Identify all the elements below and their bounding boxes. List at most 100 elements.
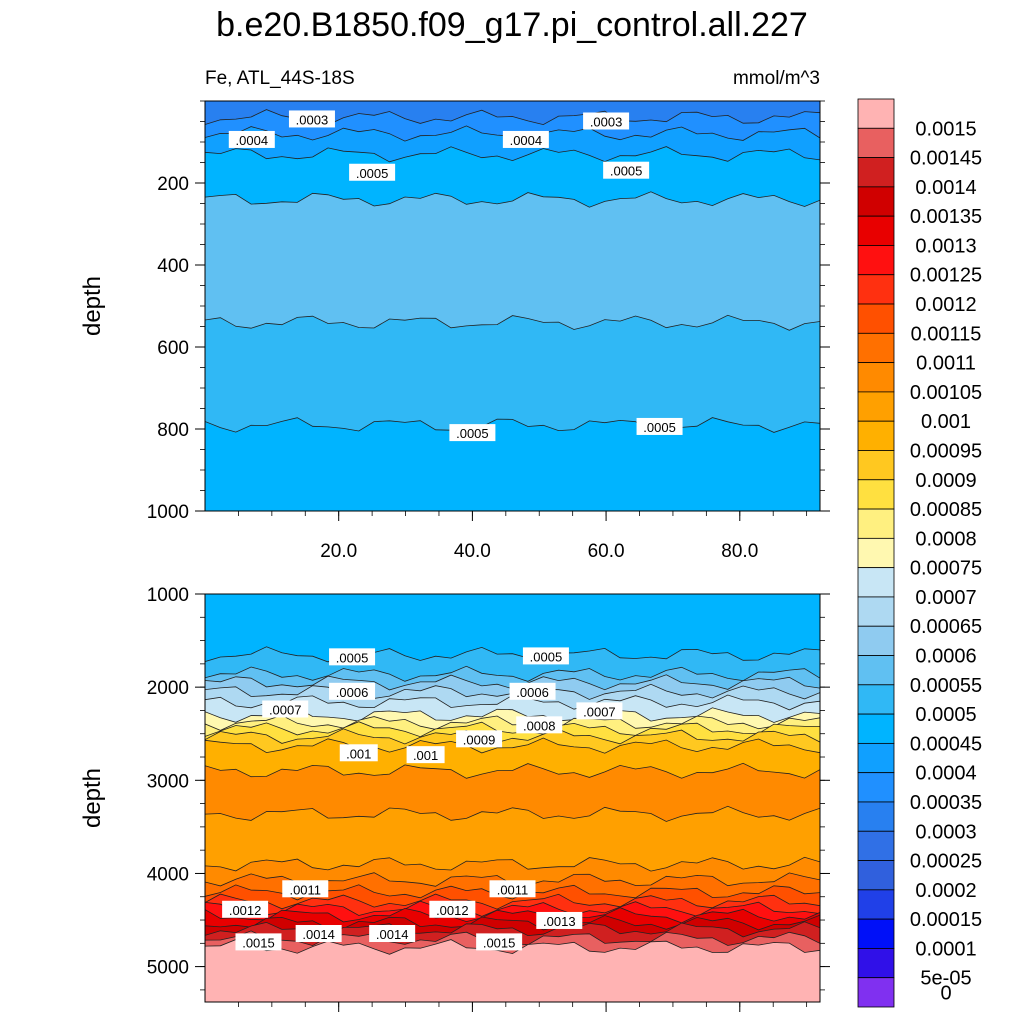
- lower-panel: 1000 2000 3000 4000 5000 depth .0005 .0005 .0006…: [79, 585, 830, 1012]
- contour-band: [205, 695, 820, 723]
- contour-label-box: [235, 933, 282, 951]
- contour-line: [205, 805, 820, 822]
- contour-label: .0009: [463, 732, 496, 747]
- contour-label-box: [536, 911, 583, 929]
- colorbar-label: 0.0005: [915, 704, 976, 726]
- contour-label-box: [329, 682, 376, 700]
- colorbar-swatch: [857, 596, 895, 627]
- colorbar-swatch: [857, 274, 895, 305]
- colorbar-swatch: [857, 860, 895, 891]
- units-label: mmol/m^3: [733, 68, 820, 89]
- colorbar-swatch: [857, 918, 895, 949]
- colorbar-swatch: [857, 801, 895, 832]
- contour-label-box: [369, 925, 416, 942]
- contour-label-box: [349, 163, 396, 181]
- colorbar-label: 0.0015: [915, 118, 976, 140]
- colorbar-label: 0.0012: [915, 294, 976, 316]
- colorbar-swatch: [857, 215, 895, 246]
- colorbar-swatch: [857, 772, 895, 803]
- colorbar-swatch: [857, 479, 895, 510]
- y-axis-label: depth: [79, 768, 106, 828]
- contour-band: [205, 674, 820, 700]
- contour-label-box: [339, 744, 378, 762]
- y-tick-label: 600: [157, 338, 189, 359]
- contour-band: [205, 907, 820, 930]
- colorbar-label: 0.00025: [910, 851, 982, 873]
- contour-label-box: [456, 730, 503, 748]
- y-tick-label: 2000: [147, 678, 189, 699]
- colorbar: 0.0015 0.00145 0.0014 0.00135 0.0013 0.00125 0…: [857, 98, 982, 1008]
- colorbar-swatch: [857, 127, 895, 158]
- contour-label: .0014: [302, 927, 335, 942]
- contour-label: .0013: [543, 914, 576, 929]
- contour-band: [205, 146, 820, 208]
- contour-band: [205, 101, 820, 125]
- colorbar-label: 0.00015: [910, 909, 982, 931]
- contour-line: [205, 728, 820, 745]
- y-tick-label: 1000: [147, 502, 189, 523]
- colorbar-swatch: [857, 537, 895, 569]
- x-tick-label: 20.0: [320, 541, 357, 562]
- contour-label-box: [288, 110, 335, 128]
- contour-line: [205, 665, 820, 682]
- contour-line: [205, 314, 820, 331]
- contour-line: [205, 939, 820, 955]
- contour-line: [205, 146, 820, 163]
- contour-line: [205, 714, 820, 731]
- contour-label-box: [476, 933, 523, 951]
- colorbar-label: 0.00065: [910, 616, 982, 638]
- contour-label-box: [329, 648, 376, 666]
- contour-band: [205, 939, 820, 1002]
- contour-label: .0005: [336, 650, 369, 665]
- contour-label: .0005: [610, 164, 643, 179]
- y-tick-label: 4000: [147, 864, 189, 885]
- colorbar-label: 0.001: [921, 411, 971, 433]
- contour-label: .0012: [436, 903, 469, 918]
- contour-label: .0012: [229, 903, 262, 918]
- colorbar-swatch: [857, 508, 895, 539]
- contour-label: .001: [413, 748, 438, 763]
- y-tick-label: 200: [157, 174, 189, 195]
- colorbar-label: 0.0009: [915, 470, 976, 492]
- colorbar-swatch: [857, 977, 895, 1008]
- contour-band: [205, 763, 820, 822]
- contour-line: [205, 914, 820, 931]
- contour-label-box: [516, 716, 563, 734]
- contour-band: [205, 594, 820, 662]
- contour-label-box: [449, 424, 496, 442]
- contour-label-box: [262, 700, 309, 718]
- contour-label: .0003: [296, 112, 329, 127]
- colorbar-label: 0.00145: [910, 148, 982, 170]
- contour-band: [205, 884, 820, 910]
- colorbar-label: 0.00125: [910, 265, 982, 287]
- colorbar-swatch: [857, 655, 895, 686]
- contour-band: [205, 191, 820, 331]
- colorbar-swatch: [857, 567, 895, 598]
- contour-line: [205, 893, 820, 910]
- contour-label: .0014: [376, 927, 409, 942]
- contour-label: .0011: [497, 882, 529, 897]
- contour-label-box: [222, 900, 269, 918]
- colorbar-swatch: [857, 830, 895, 861]
- x-tick-label: 60.0: [588, 541, 625, 562]
- contour-line: [205, 907, 820, 924]
- colorbar-swatch: [857, 742, 895, 774]
- contour-label: .001: [346, 746, 371, 761]
- y-tick-label: 5000: [147, 958, 189, 979]
- colorbar-label: 0.00075: [910, 558, 982, 580]
- contour-label-box: [603, 161, 650, 179]
- contour-line: [205, 721, 820, 738]
- contour-band: [205, 707, 820, 731]
- contour-band: [205, 684, 820, 710]
- contour-label: .0005: [643, 420, 676, 435]
- contour-label: .0004: [236, 133, 269, 148]
- colorbar-label: 0.0002: [915, 880, 976, 902]
- x-tick-label: 80.0: [721, 541, 758, 562]
- contour-band: [205, 417, 820, 511]
- contour-label: .0007: [583, 704, 616, 719]
- colorbar-label: 0.00035: [910, 792, 982, 814]
- contour-band: [205, 901, 820, 923]
- contour-line: [205, 646, 820, 663]
- contour-band: [205, 857, 820, 888]
